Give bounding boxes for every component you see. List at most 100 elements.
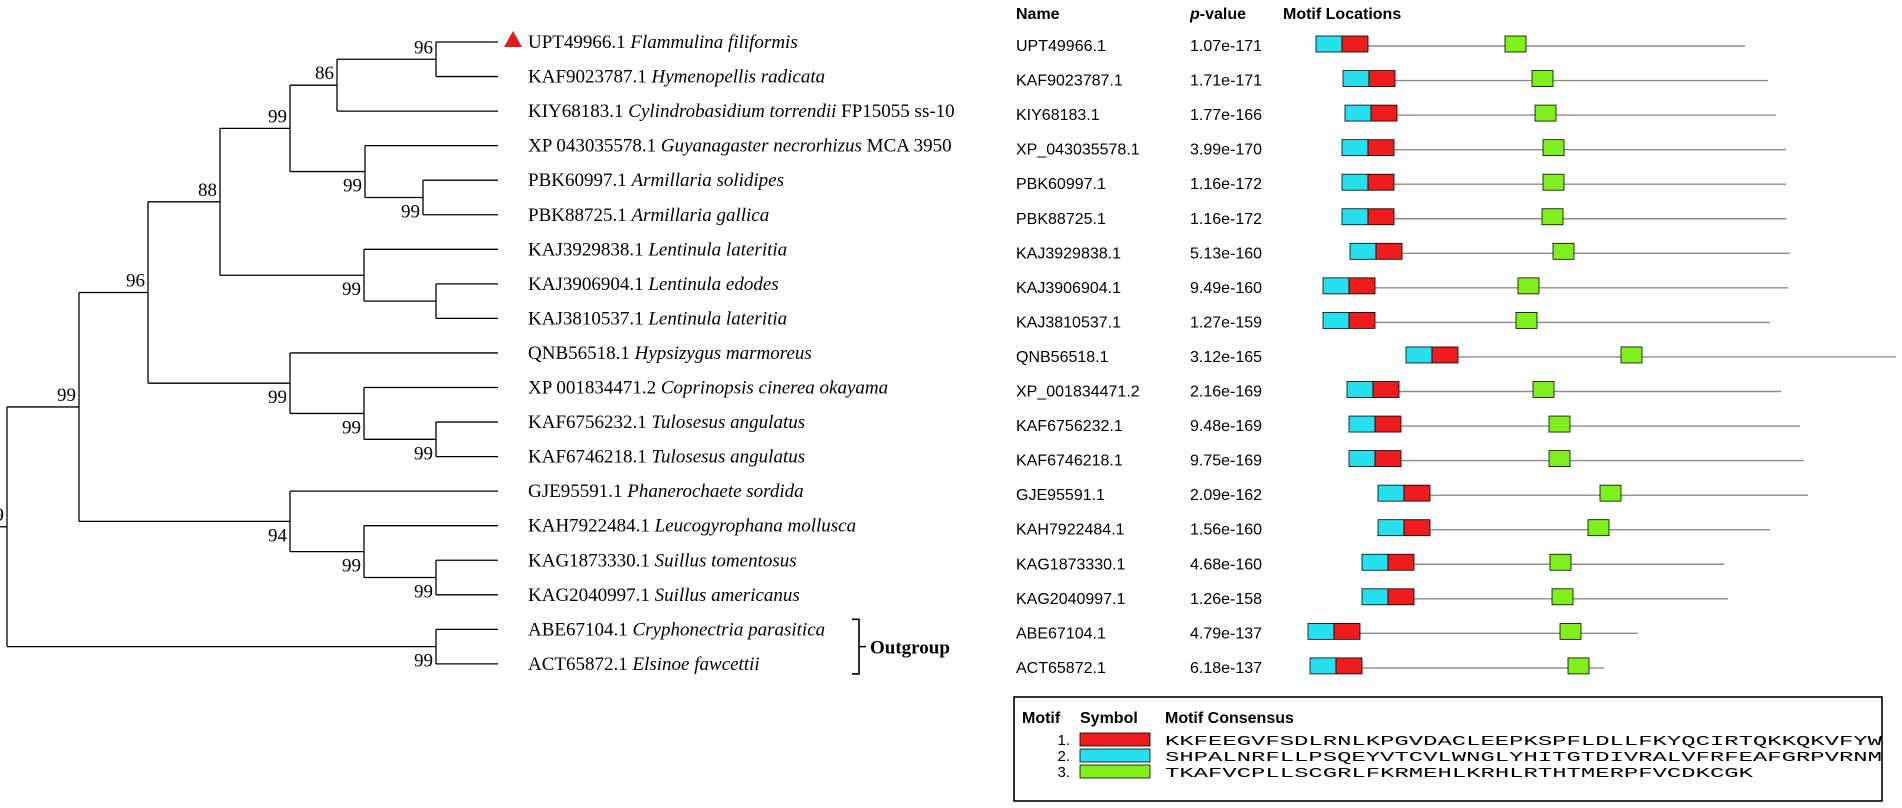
- sequence-row: PBK88725.1 1.16e-172: [1016, 208, 1786, 228]
- sequence-name: ACT65872.1: [1016, 660, 1106, 677]
- motif-2-block: [1341, 173, 1369, 191]
- motif-2-block: [1349, 242, 1377, 260]
- pvalue-column-header: p-value: [1189, 6, 1246, 23]
- motif-3-block: [1531, 70, 1554, 87]
- taxon-accession: QNB56518.1: [528, 343, 635, 364]
- taxon-accession: KAG2040997.1: [528, 585, 655, 606]
- sequence-row: ABE67104.1 4.79e-137: [1016, 622, 1638, 642]
- legend-motif-number: 2.: [1057, 748, 1070, 765]
- taxon-species: Armillaria gallica: [629, 205, 769, 226]
- motif-1-block: [1341, 35, 1369, 53]
- taxon-accession: KIY68183.1: [528, 101, 628, 122]
- taxon-label: ABE67104.1 Cryphonectria parasitica: [528, 619, 825, 640]
- taxon-accession: KAJ3906904.1: [528, 274, 648, 295]
- bootstrap-label: 99: [342, 279, 361, 300]
- bootstrap-label: 94: [268, 525, 288, 546]
- sequence-name: PBK88725.1: [1016, 211, 1106, 228]
- motif-1-block: [1333, 622, 1361, 640]
- motif-3-block: [1548, 415, 1571, 433]
- motif-2-block: [1346, 381, 1374, 398]
- motif-3-block: [1517, 277, 1540, 295]
- taxon-species: Elsinoe fawcettii: [632, 654, 760, 675]
- taxon-label: KAJ3810537.1 Lentinula lateritia: [528, 308, 787, 329]
- legend-symbol-header: Symbol: [1080, 710, 1138, 727]
- taxon-species: Tulosesus angulatus: [652, 412, 806, 433]
- taxon-accession: UPT49966.1: [528, 32, 630, 53]
- bootstrap-label: 99: [414, 443, 433, 464]
- taxon-accession: ABE67104.1: [528, 619, 633, 640]
- motif-3-block: [1552, 242, 1575, 260]
- taxon-label: XP 043035578.1 Guyanagaster necrorhizus …: [528, 136, 952, 157]
- motif-3-block: [1541, 208, 1564, 226]
- taxon-strain: MCA 3950: [862, 136, 952, 157]
- taxon-accession: KAF6756232.1: [528, 412, 652, 433]
- motif-1-block: [1372, 381, 1400, 398]
- taxon-label: KIY68183.1 Cylindrobasidium torrendii FP…: [528, 101, 955, 122]
- taxon-label: KAF6756232.1 Tulosesus angulatus: [528, 412, 805, 433]
- motif-1-block: [1335, 657, 1363, 675]
- taxon-label: UPT49966.1 Flammulina filiformis: [528, 32, 798, 53]
- taxon-label: PBK88725.1 Armillaria gallica: [528, 205, 769, 226]
- taxon-accession: PBK88725.1: [528, 205, 631, 226]
- sequence-name: KAF6756232.1: [1016, 418, 1123, 435]
- taxon-accession: KAJ3929838.1: [528, 239, 648, 260]
- bootstrap-label: 99: [57, 385, 76, 406]
- motif-2-block: [1341, 139, 1369, 157]
- sequence-row: KAJ3929838.1 5.13e-160: [1016, 242, 1790, 262]
- sequence-row: KAG1873330.1 4.68e-160: [1016, 553, 1724, 573]
- motif-2-block: [1361, 588, 1389, 606]
- legend-row: 1. KKFEEGVFSDLRNLKPGVDACLEEPKSPFLDLLFKYQC…: [1057, 732, 1883, 750]
- legend-motif-symbol: [1079, 764, 1151, 779]
- sequence-name: UPT49966.1: [1016, 38, 1106, 55]
- legend-motif-number: 3.: [1057, 764, 1070, 781]
- taxon-species: Hypsizygus marmoreus: [634, 343, 812, 364]
- motif-3-block: [1549, 553, 1572, 571]
- sequence-row: KAJ3906904.1 9.49e-160: [1016, 277, 1788, 297]
- taxon-species: Cylindrobasidium torrendii: [628, 101, 836, 122]
- taxon-label: XP 001834471.2 Coprinopsis cinerea okaya…: [528, 378, 888, 399]
- sequence-pvalue: 9.75e-169: [1190, 453, 1262, 470]
- legend-motif-symbol: [1079, 748, 1151, 763]
- bootstrap-label: 99: [342, 417, 361, 438]
- bootstrap-label: 99: [268, 387, 287, 408]
- motif-locations-header: Motif Locations: [1283, 6, 1401, 23]
- pvalue-header-p: p: [1189, 6, 1200, 23]
- bootstrap-label: 99: [343, 176, 362, 197]
- motif-1-block: [1403, 484, 1431, 502]
- sequence-name: XP_001834471.2: [1016, 384, 1140, 401]
- sequence-row: GJE95591.1 2.09e-162: [1016, 484, 1808, 504]
- taxon-species: Suillus tomentosus: [655, 550, 797, 571]
- legend-motif-symbol: [1079, 732, 1151, 747]
- bootstrap-label: 99: [0, 505, 4, 526]
- motif-1-block: [1348, 277, 1376, 295]
- sequence-pvalue: 1.16e-172: [1190, 211, 1262, 228]
- sequence-pvalue: 1.27e-159: [1190, 314, 1262, 331]
- taxon-label: KAG2040997.1 Suillus americanus: [528, 585, 800, 606]
- taxon-label: KAH7922484.1 Leucogyrophana mollusca: [528, 516, 856, 537]
- sequence-name: KIY68183.1: [1016, 107, 1100, 124]
- motif-3-block: [1515, 311, 1538, 329]
- outgroup-bracket: Outgroup: [852, 618, 950, 675]
- motif-1-block: [1367, 208, 1395, 226]
- sequence-name: KAG2040997.1: [1016, 591, 1126, 608]
- motif-1-block: [1367, 173, 1395, 191]
- taxon-species: Leucogyrophana mollusca: [654, 516, 856, 537]
- sequence-name: KAH7922484.1: [1016, 522, 1125, 539]
- motif-2-block: [1342, 70, 1370, 87]
- legend-row: 3. TKAFVCPLLSCGRLFKRMEHLKRHLRTHTMERPFVCDK…: [1057, 764, 1754, 782]
- motif-2-block: [1307, 622, 1335, 640]
- motif-1-block: [1375, 242, 1403, 260]
- sequence-row: KAJ3810537.1 1.27e-159: [1016, 311, 1770, 331]
- taxon-accession: GJE95591.1: [528, 481, 627, 502]
- motif-3-block: [1542, 173, 1565, 191]
- sequence-name: KAJ3810537.1: [1016, 314, 1121, 331]
- legend-row: 2. SHPALNRFLLPSQEYVTCVLWNGLYHITGTDIVRALVF…: [1057, 748, 1882, 766]
- sequence-name: KAJ3929838.1: [1016, 245, 1121, 262]
- sequence-row: UPT49966.1 1.07e-171: [1016, 35, 1745, 55]
- pvalue-header-rest: -value: [1200, 6, 1246, 23]
- sequence-name: KAJ3906904.1: [1016, 280, 1121, 297]
- taxon-accession: KAF6746218.1: [528, 447, 652, 468]
- taxon-accession: KAJ3810537.1: [528, 308, 648, 329]
- motif-3-block: [1599, 484, 1622, 502]
- taxon-accession: XP 043035578.1: [528, 136, 661, 157]
